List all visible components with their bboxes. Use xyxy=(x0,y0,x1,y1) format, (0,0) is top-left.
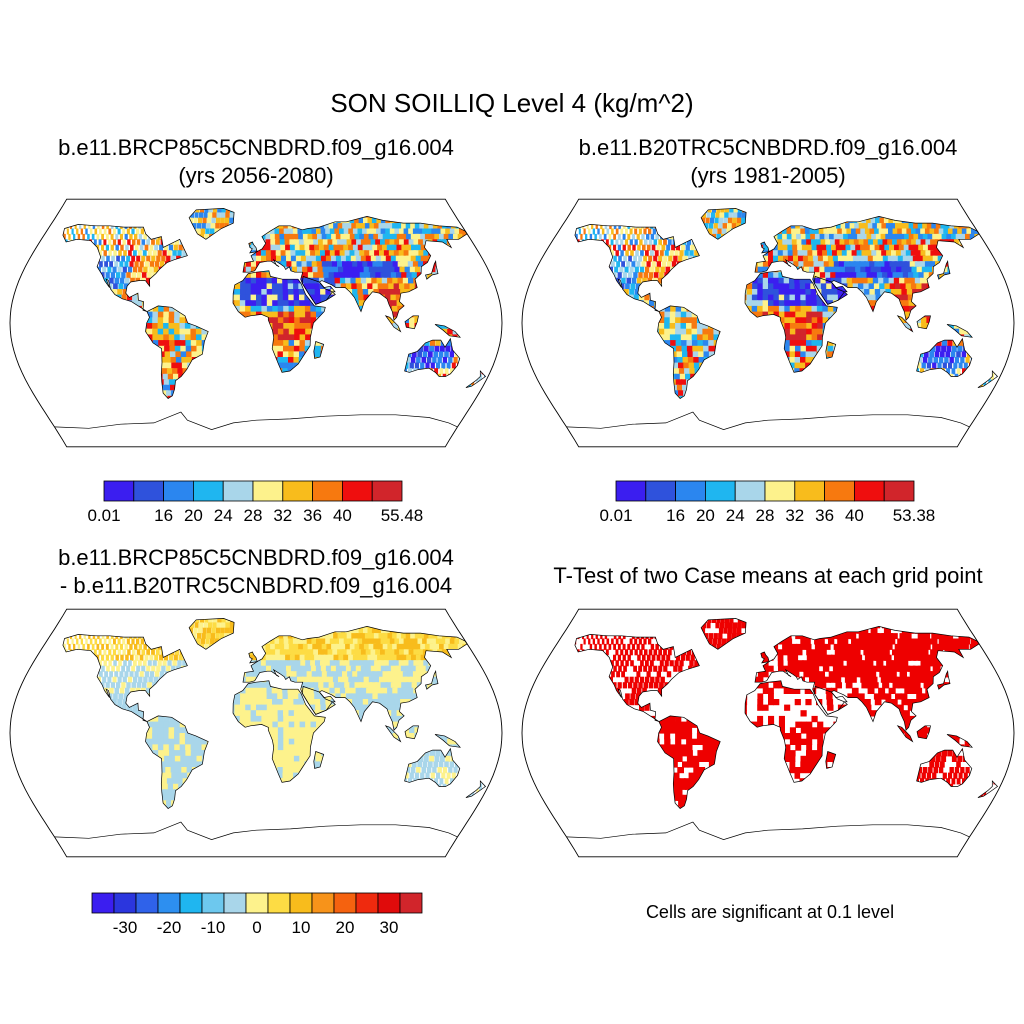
colorbar-tick-label: 28 xyxy=(756,506,775,525)
land-cells xyxy=(574,618,998,809)
colorbar-swatch xyxy=(179,892,203,914)
colorbar-tick-label: 16 xyxy=(666,506,685,525)
panel-1-title: b.e11.BRCP85C5CNBDRD.f09_g16.004 (yrs 20… xyxy=(16,134,496,190)
colorbar-swatch xyxy=(133,480,164,502)
panel-4-title: T-Test of two Case means at each grid po… xyxy=(512,562,1024,590)
colorbar-swatch xyxy=(193,480,224,502)
colorbar-tick-label: 0.01 xyxy=(599,506,632,525)
colorbar-swatch xyxy=(157,892,181,914)
coastlines xyxy=(54,618,487,840)
colorbar-swatch xyxy=(341,480,373,502)
colorbar-tick-label: 40 xyxy=(845,506,864,525)
panel-2-title-line2: (yrs 1981-2005) xyxy=(690,163,846,188)
panel-1-title-line1: b.e11.BRCP85C5CNBDRD.f09_g16.004 xyxy=(58,135,454,160)
colorbar-swatch xyxy=(883,480,915,502)
colorbar-swatch xyxy=(135,892,159,914)
map-boundary xyxy=(521,198,1015,448)
colorbar-swatch xyxy=(333,892,357,914)
colorbar-swatch xyxy=(705,480,736,502)
colorbar-tick-label: -10 xyxy=(201,918,226,937)
land-cells xyxy=(62,208,486,399)
colorbar-tick-label: -20 xyxy=(157,918,182,937)
colorbar-tick-label: 24 xyxy=(214,506,233,525)
colorbar-tick-label: 20 xyxy=(336,918,355,937)
colorbar-swatch xyxy=(377,892,401,914)
map-panel-3 xyxy=(9,608,503,858)
colorbar-swatch xyxy=(222,480,254,502)
colorbar-tick-label: 36 xyxy=(815,506,834,525)
significance-note: Cells are significant at 0.1 level xyxy=(645,902,895,922)
colorbar-swatch xyxy=(267,892,291,914)
panel-3-title-line1: b.e11.BRCP85C5CNBDRD.f09_g16.004 xyxy=(58,545,454,570)
colorbar-swatch xyxy=(764,480,796,502)
colorbar-swatch xyxy=(103,480,135,502)
colorbar-tick-label: 10 xyxy=(292,918,311,937)
figure-title: SON SOILLIQ Level 4 (kg/m^2) xyxy=(330,88,694,118)
coastlines xyxy=(54,208,487,430)
colorbar-tick-label: 16 xyxy=(154,506,173,525)
colorbar-tick-label: 32 xyxy=(785,506,804,525)
colorbar-swatch xyxy=(311,892,335,914)
colorbar-swatch xyxy=(245,892,269,914)
colorbar-swatch xyxy=(201,892,225,914)
land-cells xyxy=(62,618,486,809)
colorbar-swatch xyxy=(371,480,403,502)
map-boundary xyxy=(9,198,503,448)
colorbar-tick-label: 24 xyxy=(726,506,745,525)
panel-2-title-line1: b.e11.B20TRC5CNBDRD.f09_g16.004 xyxy=(578,135,958,160)
coastlines xyxy=(566,618,999,840)
colorbar-swatch xyxy=(289,892,313,914)
colorbar-swatch xyxy=(675,480,706,502)
land-cells xyxy=(574,208,998,399)
colorbar-3: -30 -20 -10 0 10 20 30 xyxy=(91,892,423,937)
panel-3-title-line2: - b.e11.B20TRC5CNBDRD.f09_g16.004 xyxy=(59,573,453,598)
colorbar-swatch xyxy=(163,480,194,502)
map-panel-2 xyxy=(521,198,1015,448)
colorbar-swatch xyxy=(794,480,826,502)
colorbar-tick-label: 28 xyxy=(244,506,263,525)
panel-1-title-line2: (yrs 2056-2080) xyxy=(178,163,334,188)
colorbar-tick-label: 0 xyxy=(252,918,261,937)
colorbar-tick-label: 53.38 xyxy=(893,506,936,525)
colorbar-swatch xyxy=(824,480,855,502)
panel-2-title: b.e11.B20TRC5CNBDRD.f09_g16.004 (yrs 198… xyxy=(528,134,1008,190)
colorbar-swatch xyxy=(91,892,115,914)
map-panel-4 xyxy=(521,608,1015,858)
map-boundary xyxy=(9,608,503,858)
colorbar-tick-label: 30 xyxy=(380,918,399,937)
colorbar-swatch xyxy=(113,892,137,914)
colorbar-swatch xyxy=(853,480,885,502)
coastlines xyxy=(566,208,999,430)
colorbar-tick-label: 40 xyxy=(333,506,352,525)
colorbar-swatch xyxy=(355,892,379,914)
colorbar-swatch xyxy=(252,480,284,502)
panel-4-title-line1: T-Test of two Case means at each grid po… xyxy=(553,563,983,588)
colorbar-swatch xyxy=(734,480,766,502)
colorbar-tick-label: 32 xyxy=(273,506,292,525)
colorbar-tick-label: 20 xyxy=(184,506,203,525)
colorbar-tick-label: 55.48 xyxy=(381,506,424,525)
colorbar-1: 0.01 16 20 24 28 32 36 40 55.48 xyxy=(87,480,423,525)
colorbar-swatch xyxy=(282,480,314,502)
panel-3-title: b.e11.BRCP85C5CNBDRD.f09_g16.004 - b.e11… xyxy=(16,544,496,600)
colorbar-swatch xyxy=(615,480,647,502)
colorbar-2: 0.01 16 20 24 28 32 36 40 53.38 xyxy=(599,480,935,525)
colorbar-tick-label: 0.01 xyxy=(87,506,120,525)
colorbar-tick-label: 36 xyxy=(303,506,322,525)
colorbar-swatch xyxy=(399,892,423,914)
map-panel-1 xyxy=(9,198,503,448)
colorbar-swatch xyxy=(312,480,343,502)
colorbar-tick-label: -30 xyxy=(113,918,138,937)
colorbar-swatch xyxy=(645,480,676,502)
colorbar-swatch xyxy=(223,892,247,914)
map-boundary xyxy=(521,608,1015,858)
colorbar-tick-label: 20 xyxy=(696,506,715,525)
